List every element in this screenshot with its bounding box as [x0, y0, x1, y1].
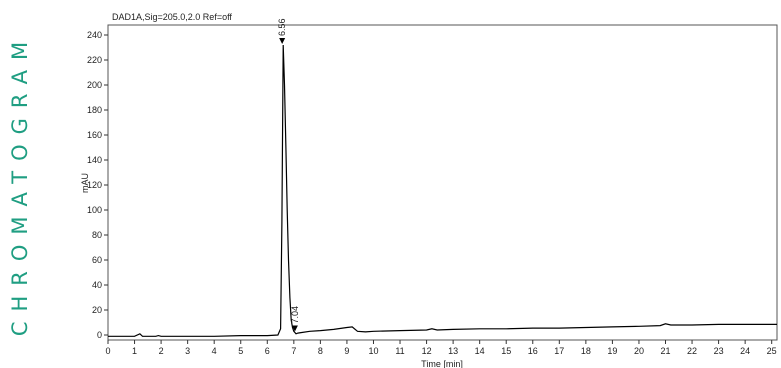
peak-label: 6.56 — [277, 18, 287, 36]
x-tick-label: 12 — [422, 346, 432, 356]
plot-frame — [107, 24, 778, 341]
x-tick-label: 2 — [159, 346, 164, 356]
peak-markers: 6.56 7.04 — [277, 18, 300, 332]
y-tick-label: 0 — [97, 330, 102, 340]
x-tick-label: 18 — [581, 346, 591, 356]
y-tick-label: 220 — [87, 55, 102, 65]
x-tick-label: 25 — [767, 346, 777, 356]
y-tick-label: 40 — [92, 280, 102, 290]
x-axis-label: Time [min] — [421, 359, 463, 368]
y-tick-label: 180 — [87, 105, 102, 115]
x-tick-label: 23 — [714, 346, 724, 356]
y-tick-label: 20 — [92, 305, 102, 315]
x-tick-label: 10 — [368, 346, 378, 356]
x-tick-label: 22 — [687, 346, 697, 356]
x-tick-label: 1 — [132, 346, 137, 356]
y-tick-label: 120 — [87, 180, 102, 190]
y-axis: 0 20 40 60 80 100 120 140 160 180 200 220 240 — [87, 30, 108, 340]
y-tick-label: 160 — [87, 130, 102, 140]
x-tick-label: 4 — [212, 346, 217, 356]
peak-arrow — [279, 38, 286, 44]
x-tick-label: 20 — [634, 346, 644, 356]
x-tick-label: 3 — [185, 346, 190, 356]
y-tick-label: 80 — [92, 230, 102, 240]
y-tick-label: 240 — [87, 30, 102, 40]
x-tick-label: 15 — [501, 346, 511, 356]
x-tick-label: 8 — [318, 346, 323, 356]
x-tick-label: 19 — [607, 346, 617, 356]
x-tick-label: 14 — [475, 346, 485, 356]
y-tick-label: 140 — [87, 155, 102, 165]
chart-title: DAD1A,Sig=205.0,2.0 Ref=off — [112, 12, 232, 22]
x-tick-label: 17 — [554, 346, 564, 356]
x-tick-label: 6 — [265, 346, 270, 356]
x-tick-label: 9 — [344, 346, 349, 356]
x-tick-label: 11 — [395, 346, 404, 356]
x-tick-label: 0 — [105, 346, 110, 356]
y-axis-label: mAU — [80, 173, 90, 193]
x-tick-label: 13 — [448, 346, 458, 356]
x-tick-label: 7 — [291, 346, 296, 356]
x-tick-label: 21 — [660, 346, 670, 356]
peak-arrow — [291, 325, 298, 332]
x-tick-label: 5 — [238, 346, 243, 356]
y-tick-label: 60 — [92, 255, 102, 265]
y-tick-label: 100 — [87, 205, 102, 215]
peak-label: 7.04 — [290, 306, 300, 324]
x-tick-label: 24 — [740, 346, 750, 356]
x-axis: 0 1 2 3 4 5 6 7 8 9 10 11 12 13 14 15 16 17 18 19 20 21 22 23 24… — [105, 340, 777, 356]
x-tick-label: 16 — [528, 346, 538, 356]
signal-trace — [108, 44, 777, 337]
y-tick-label: 200 — [87, 80, 102, 90]
